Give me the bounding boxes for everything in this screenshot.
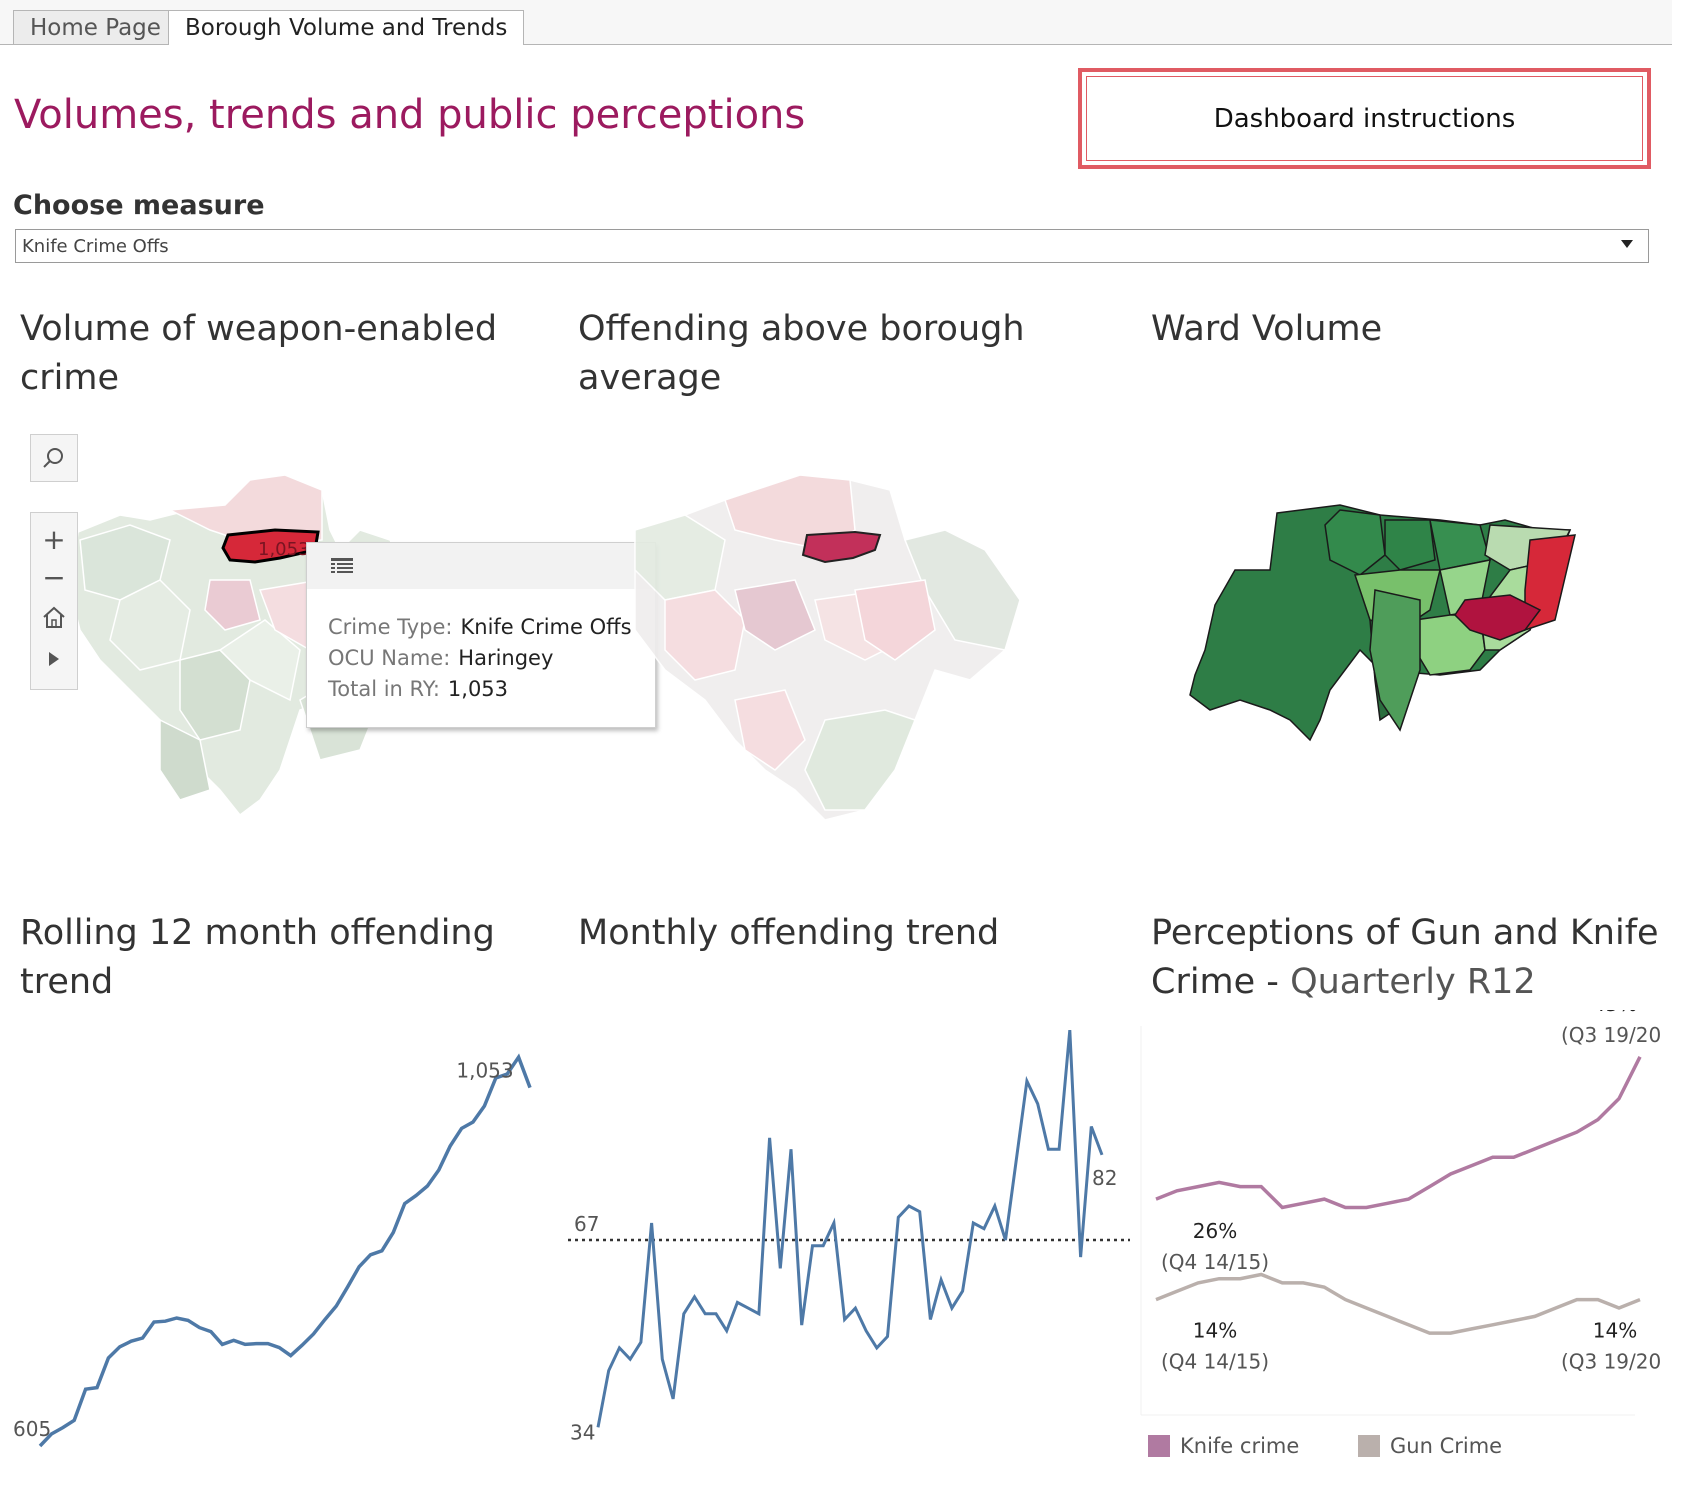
perceptions-chart[interactable]: 26% (Q4 14/15) 43% (Q3 19/20) 14% (Q4 14/15) 1… <box>1140 1010 1660 1420</box>
rolling-12-month-chart[interactable]: 605 1,053 <box>10 1010 540 1460</box>
ward-volume-title: Ward Volume <box>1151 309 1383 349</box>
rolling-series-line <box>38 1053 532 1448</box>
map-region <box>664 589 746 681</box>
tab-home-page[interactable]: Home Page <box>13 10 178 44</box>
chevron-down-icon[interactable] <box>1621 240 1633 248</box>
map-region <box>903 529 1021 651</box>
page-title: Volumes, trends and public perceptions <box>14 92 806 138</box>
dashboard-instructions-button[interactable]: Dashboard instructions <box>1078 68 1651 169</box>
measure-selected-value: Knife Crime Offs <box>22 236 169 257</box>
map-region <box>734 689 806 771</box>
haringey-highlight <box>221 528 320 564</box>
map-region <box>218 619 301 702</box>
ward-region <box>1369 589 1421 732</box>
haringey-above-average-highlight <box>801 530 882 564</box>
legend-knife-crime[interactable]: Knife crime <box>1148 1434 1299 1458</box>
zoom-out-icon[interactable]: − <box>42 560 66 594</box>
monthly-trend-title: Monthly offending trend <box>578 913 1000 953</box>
monthly-last-label: 82 <box>1092 1166 1117 1190</box>
home-icon[interactable] <box>31 599 77 635</box>
perception-value-label: 14% <box>1593 1319 1637 1343</box>
monthly-series-line <box>596 1029 1104 1428</box>
play-icon[interactable] <box>31 641 77 677</box>
map-tooltip: Crime Type: Knife Crime Offs OCU Name: Har… <box>306 542 656 728</box>
measure-dropdown[interactable]: Knife Crime Offs <box>15 229 1649 263</box>
ward-region <box>1454 594 1542 641</box>
legend-swatch <box>1358 1435 1380 1457</box>
above-average-title: Offending above borough average <box>578 309 1025 398</box>
grid-icon[interactable] <box>331 558 353 574</box>
tab-borough-volume-and-trends[interactable]: Borough Volume and Trends <box>168 10 525 45</box>
rolling-trend-title: Rolling 12 month offending trend <box>20 913 495 1002</box>
map-region <box>167 474 323 546</box>
above-average-map[interactable] <box>625 470 1085 830</box>
map-region <box>854 579 936 661</box>
volume-title: Volume of weapon-enabled crime <box>20 309 498 398</box>
ward-volume-map[interactable] <box>1180 500 1620 760</box>
map-region <box>159 718 211 801</box>
monthly-first-label: 34 <box>570 1420 595 1444</box>
tooltip-row-crime-type: Crime Type: Knife Crime Offs <box>328 615 632 639</box>
knife-crime-series-line <box>1155 1056 1642 1210</box>
tooltip-row-ocu-name: OCU Name: Haringey <box>328 646 554 670</box>
perception-value-label: 26% <box>1193 1219 1237 1243</box>
perception-period-label: (Q4 14/15) <box>1161 1350 1269 1374</box>
zoom-controls: + − <box>30 512 78 690</box>
perception-period-label: (Q3 19/20) <box>1561 1023 1660 1047</box>
map-region <box>204 579 261 631</box>
ward-region <box>1524 534 1576 632</box>
tooltip-row-total: Total in RY: 1,053 <box>328 677 509 701</box>
perception-period-label: (Q4 14/15) <box>1161 1250 1269 1274</box>
haringey-volume-label: 1,053 <box>258 539 310 560</box>
map-region <box>804 709 916 811</box>
zoom-in-icon[interactable]: + <box>42 522 66 556</box>
map-region <box>734 579 816 651</box>
average-reference-label: 67 <box>574 1212 599 1236</box>
tooltip-header <box>307 543 655 589</box>
legend-gun-crime[interactable]: Gun Crime <box>1358 1434 1502 1458</box>
gun-crime-series-line <box>1155 1272 1641 1335</box>
rolling-first-label: 605 <box>13 1417 51 1441</box>
perceptions-title: Perceptions of Gun and Knife Crime - Qua… <box>1151 913 1659 1002</box>
perception-period-label: (Q3 19/20) <box>1561 1350 1660 1374</box>
perception-value-label: 14% <box>1193 1319 1237 1343</box>
legend-swatch <box>1148 1435 1170 1457</box>
monthly-trend-chart[interactable]: 67 34 82 <box>560 980 1140 1460</box>
search-icon[interactable] <box>30 434 78 482</box>
perception-value-label: 43% <box>1593 1010 1637 1016</box>
measure-label: Choose measure <box>13 190 265 221</box>
ward-region <box>1384 519 1436 571</box>
rolling-last-label: 1,053 <box>456 1059 513 1083</box>
tab-bar: Home Page Borough Volume and Trends <box>0 0 1672 45</box>
